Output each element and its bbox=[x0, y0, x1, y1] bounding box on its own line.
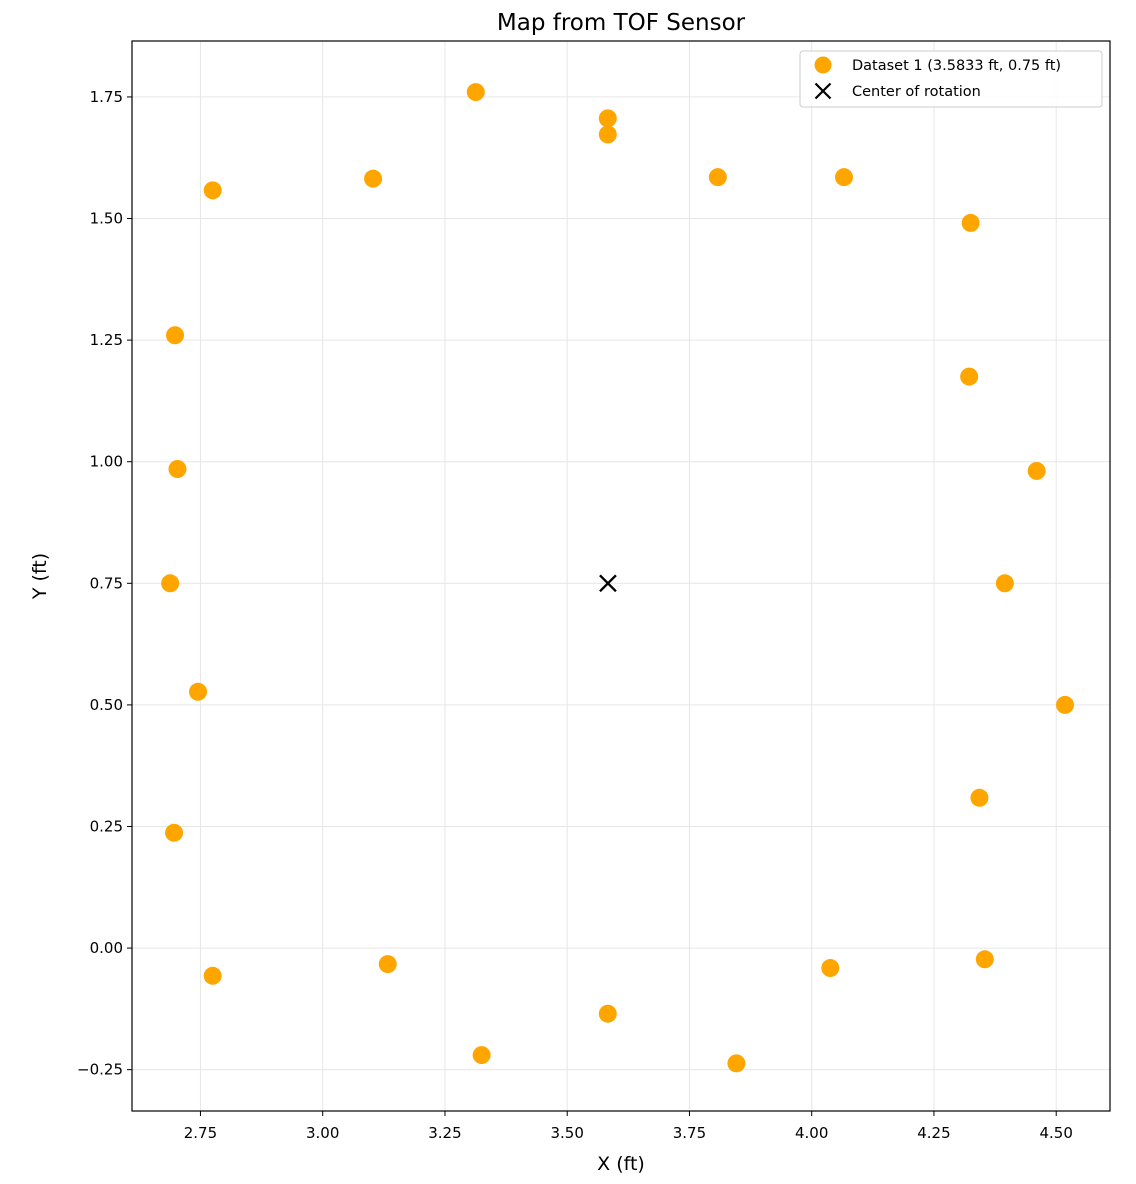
x-tick-label: 3.50 bbox=[551, 1124, 584, 1142]
x-axis-ticks: 2.75 3.00 3.25 3.50 3.75 4.00 4.25 4.50 bbox=[184, 1111, 1073, 1142]
data-point bbox=[161, 574, 180, 593]
chart-title: Map from TOF Sensor bbox=[497, 10, 746, 36]
center-of-rotation-marker bbox=[599, 574, 617, 593]
y-tick-label: 1.50 bbox=[90, 210, 123, 228]
data-point bbox=[165, 823, 184, 842]
y-tick-label: 1.75 bbox=[90, 88, 123, 106]
data-point bbox=[727, 1054, 746, 1073]
data-point bbox=[961, 213, 980, 232]
data-point bbox=[472, 1046, 491, 1065]
legend-marker-center bbox=[814, 82, 832, 100]
data-point bbox=[970, 788, 989, 807]
data-point bbox=[598, 125, 617, 144]
y-tick-label: 1.25 bbox=[90, 331, 123, 349]
x-tick-label: 3.00 bbox=[306, 1124, 339, 1142]
y-tick-label: 0.50 bbox=[90, 696, 123, 714]
x-tick-label: 4.50 bbox=[1040, 1124, 1073, 1142]
x-tick-label: 2.75 bbox=[184, 1124, 217, 1142]
x-tick-label: 4.00 bbox=[795, 1124, 828, 1142]
data-point bbox=[364, 169, 383, 188]
y-tick-label: 0.25 bbox=[90, 817, 123, 835]
data-point bbox=[1056, 695, 1075, 714]
data-point bbox=[168, 460, 187, 478]
plot-frame bbox=[131, 40, 1111, 1112]
y-axis-ticks: −0.25 0.00 0.25 0.50 0.75 1.00 1.25 1.50 1.75 bbox=[77, 88, 132, 1079]
data-point bbox=[995, 574, 1014, 593]
x-tick-label: 3.25 bbox=[428, 1124, 461, 1142]
data-point bbox=[1027, 461, 1046, 480]
legend-marker-dataset bbox=[814, 56, 832, 74]
grid bbox=[132, 41, 1110, 1111]
x-tick-label: 4.25 bbox=[917, 1124, 950, 1142]
y-tick-label: 0.75 bbox=[90, 574, 123, 592]
y-tick-label: −0.25 bbox=[77, 1061, 123, 1079]
x-axis-label: X (ft) bbox=[597, 1153, 645, 1175]
data-point bbox=[598, 109, 617, 128]
data-point bbox=[975, 950, 994, 969]
data-point bbox=[166, 326, 185, 345]
data-point bbox=[203, 966, 222, 985]
data-point bbox=[203, 181, 222, 200]
legend-label-dataset: Dataset 1 (3.5833 ft, 0.75 ft) bbox=[852, 58, 1061, 74]
y-axis-label: Y (ft) bbox=[29, 553, 51, 600]
legend-box bbox=[799, 50, 1103, 108]
data-point bbox=[834, 168, 853, 187]
data-point bbox=[189, 682, 208, 701]
legend: Dataset 1 (3.5833 ft, 0.75 ft) Center of… bbox=[799, 50, 1103, 108]
data-point bbox=[378, 955, 397, 974]
y-tick-label: 1.00 bbox=[90, 453, 123, 471]
data-point bbox=[598, 1004, 617, 1023]
data-point bbox=[466, 83, 485, 102]
x-tick-label: 3.75 bbox=[673, 1124, 706, 1142]
data-point bbox=[960, 367, 979, 386]
y-tick-label: 0.00 bbox=[90, 939, 123, 957]
legend-label-center: Center of rotation bbox=[852, 84, 981, 100]
data-points bbox=[161, 83, 1075, 1073]
data-point bbox=[821, 959, 840, 978]
data-point bbox=[708, 168, 727, 187]
